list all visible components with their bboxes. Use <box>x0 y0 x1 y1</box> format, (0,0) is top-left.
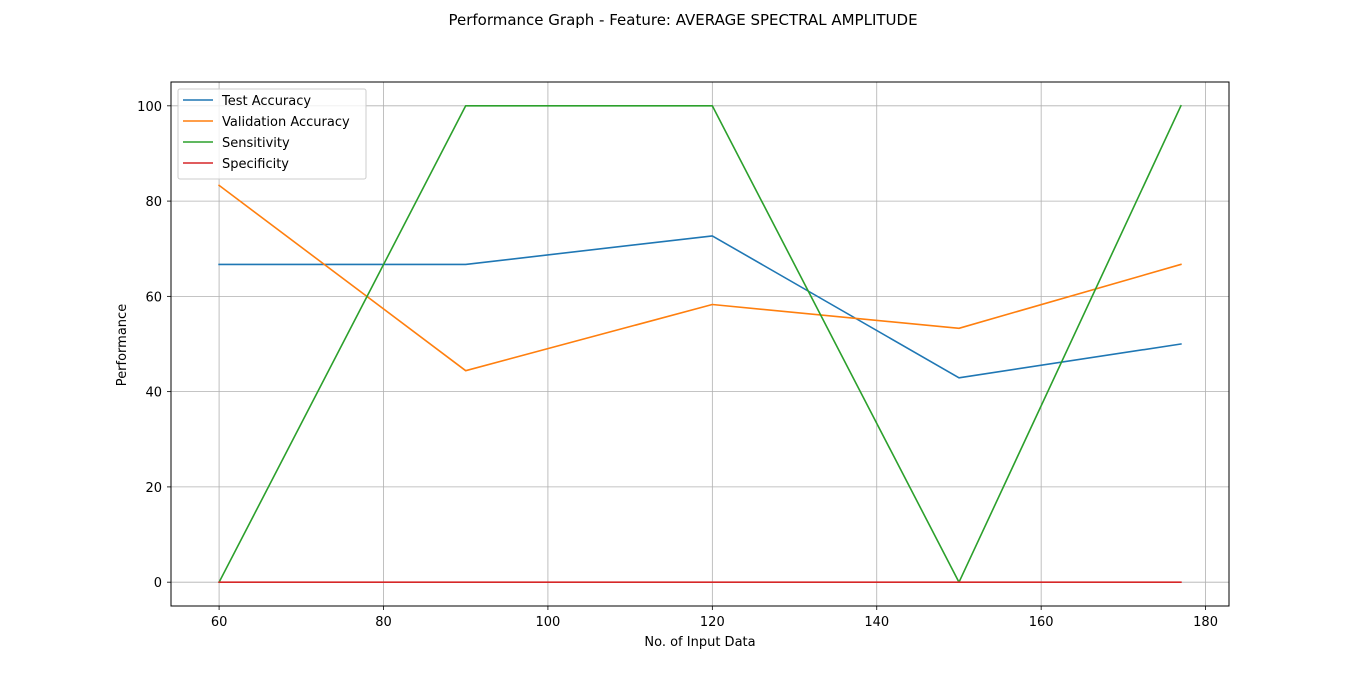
x-tick-label: 120 <box>700 615 725 630</box>
x-tick-label: 100 <box>536 615 561 630</box>
series-line-validation-accuracy <box>217 184 1182 372</box>
x-tick-label: 180 <box>1193 615 1218 630</box>
y-tick-label: 100 <box>137 100 162 115</box>
x-tick-label: 80 <box>375 615 392 630</box>
x-tick-label: 140 <box>864 615 889 630</box>
y-tick-label: 80 <box>145 195 162 210</box>
legend-label: Specificity <box>222 157 289 172</box>
legend: Test Accuracy Validation Accuracy Sensitiv… <box>177 88 367 180</box>
chart-title: Performance Graph - Feature: AVERAGE SPE… <box>448 11 917 29</box>
x-tick-label: 60 <box>211 615 228 630</box>
x-tick-label: 160 <box>1029 615 1054 630</box>
series-line-test-accuracy <box>218 235 1182 379</box>
legend-label: Test Accuracy <box>221 94 311 109</box>
y-tick-label: 0 <box>154 576 162 591</box>
axis-ticks: 60 80 100 120 140 160 180 0 20 40 60 80 100 <box>137 100 1218 630</box>
series-lines <box>217 104 1182 584</box>
y-axis-label: Performance <box>115 304 130 386</box>
legend-box <box>177 88 367 180</box>
series-line-sensitivity <box>218 104 1182 584</box>
x-axis-label: No. of Input Data <box>644 635 755 650</box>
y-tick-label: 40 <box>145 386 162 401</box>
y-tick-label: 20 <box>145 481 162 496</box>
plot-frame <box>170 81 1230 607</box>
legend-label: Sensitivity <box>222 136 290 151</box>
y-tick-label: 60 <box>145 290 162 305</box>
legend-label: Validation Accuracy <box>222 115 350 130</box>
